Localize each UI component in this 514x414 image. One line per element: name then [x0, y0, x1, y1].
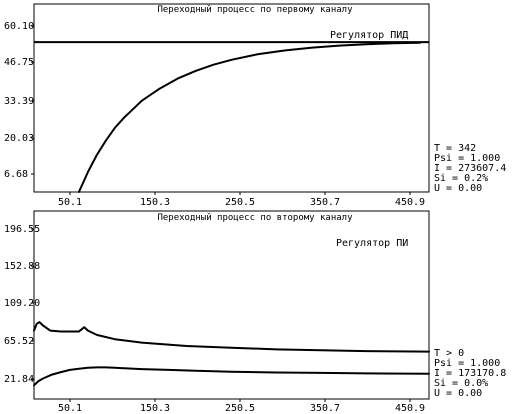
chart-2-stats: T > 0 Psi = 1.000 I = 173170.8 Si = 0.0%… [434, 348, 506, 399]
chart-1-title: Переходный процесс по первому каналу [157, 5, 353, 15]
chart-1-frame [33, 3, 430, 193]
chart-2-xtick-label: 450.9 [395, 403, 425, 414]
chart-2-y-axis: 196.55 152.88 109.20 65.52 21.84 [4, 224, 40, 385]
chart-2-ytick-label: 109.20 [4, 298, 40, 309]
chart-1-ytick-label: 60.10 [4, 21, 34, 32]
chart-1-xtick-label: 350.7 [310, 197, 340, 208]
chart-2-plot-area [31, 228, 430, 402]
chart-2: Переходный процесс по второму каналу Рег… [4, 210, 506, 414]
chart-1-ytick-label: 33.39 [4, 96, 34, 107]
chart-2-xtick-label: 350.7 [310, 403, 340, 414]
chart-2-series-line-2 [33, 366, 430, 387]
chart-2-stat-si: Si = 0.0% [434, 378, 488, 389]
chart-2-series-line-1 [33, 321, 430, 353]
chart-1-regulator-label: Регулятор ПИД [330, 30, 408, 41]
chart-1-y-axis: 60.10 46.75 33.39 20.03 6.68 [4, 21, 34, 180]
chart-1-xtick-label: 450.9 [395, 197, 425, 208]
chart-2-ytick-label: 196.55 [4, 224, 40, 235]
chart-2-stat-psi: Psi = 1.000 [434, 358, 500, 369]
chart-2-stat-i: I = 173170.8 [434, 368, 506, 379]
chart-1-x-axis: 50.1 150.3 250.5 350.7 450.9 [58, 197, 425, 208]
chart-1-xtick-label: 250.5 [225, 197, 255, 208]
chart-1-ytick-label: 6.68 [4, 169, 28, 180]
chart-1: Переходный процесс по первому каналу Рег… [4, 3, 506, 208]
chart-1-stats: T = 342 Psi = 1.000 I = 273607.4 Si = 0.… [434, 143, 506, 194]
chart-1-series-line-1 [77, 41, 421, 193]
chart-2-x-axis: 50.1 150.3 250.5 350.7 450.9 [58, 403, 425, 414]
chart-1-stat-psi: Psi = 1.000 [434, 153, 500, 164]
chart-1-ytick-label: 46.75 [4, 57, 34, 68]
chart-2-stat-t: T > 0 [434, 348, 464, 359]
chart-2-frame [33, 210, 430, 400]
chart-1-xtick-label: 150.3 [140, 197, 170, 208]
chart-2-ytick-label: 152.88 [4, 261, 40, 272]
chart-2-xtick-label: 150.3 [140, 403, 170, 414]
chart-1-ytick-label: 20.03 [4, 133, 34, 144]
chart-1-plot-area [31, 25, 429, 195]
chart-1-stat-t: T = 342 [434, 143, 476, 154]
chart-2-xtick-label: 50.1 [58, 403, 82, 414]
chart-1-xtick-label: 50.1 [58, 197, 82, 208]
chart-2-ytick-label: 65.52 [4, 336, 34, 347]
chart-1-stat-i: I = 273607.4 [434, 163, 506, 174]
chart-2-stat-u: U = 0.00 [434, 388, 482, 399]
chart-2-title: Переходный процесс по второму каналу [157, 213, 353, 223]
chart-2-ytick-label: 21.84 [4, 374, 34, 385]
chart-2-xtick-label: 250.5 [225, 403, 255, 414]
chart-1-stat-si: Si = 0.2% [434, 173, 488, 184]
chart-2-regulator-label: Регулятор ПИ [336, 238, 408, 249]
chart-1-stat-u: U = 0.00 [434, 183, 482, 194]
